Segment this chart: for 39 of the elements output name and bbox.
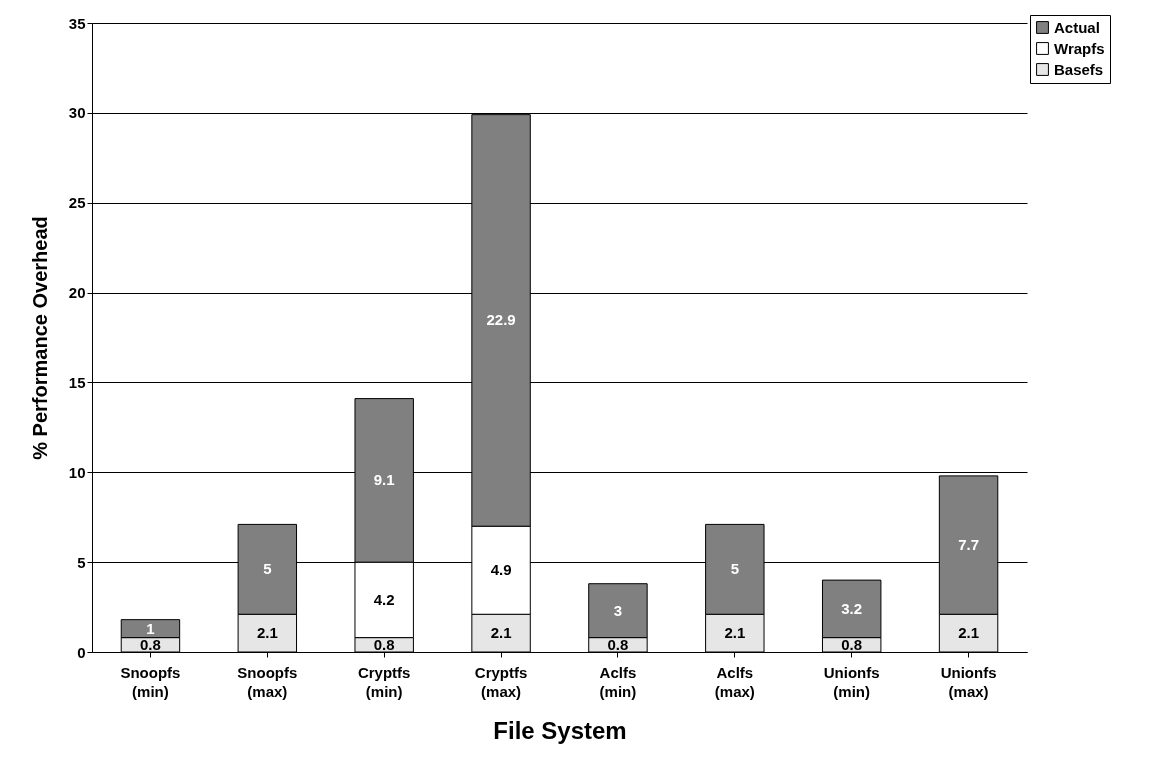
legend-label: Basefs [1054, 60, 1104, 78]
data-label: 2.1 [958, 624, 979, 642]
x-tick-label: Snoopfs (max) [237, 663, 298, 700]
data-label: 2.1 [724, 624, 746, 642]
x-tick-label: Cryptfs (min) [357, 663, 411, 700]
y-tick-label: 10 [68, 463, 86, 481]
y-axis-title: % Performance Overhead [28, 216, 51, 460]
data-label: 0.8 [607, 635, 629, 653]
x-tick-label: Aclfs (max) [714, 663, 755, 700]
data-label: 22.9 [486, 311, 516, 329]
y-tick-label: 5 [77, 553, 86, 571]
legend-label: Wrapfs [1054, 39, 1105, 57]
y-tick-label: 20 [68, 284, 86, 302]
legend-label: Actual [1054, 18, 1100, 36]
y-tick-label: 30 [68, 104, 86, 122]
x-axis-title: File System [493, 716, 627, 744]
x-tick-label: Aclfs (min) [599, 663, 637, 700]
data-label: 3.2 [841, 599, 863, 617]
data-label: 2.1 [256, 624, 278, 642]
data-label: 0.8 [373, 635, 395, 653]
y-tick-label: 0 [77, 643, 86, 661]
data-label: 9.1 [373, 471, 395, 489]
y-tick-label: 15 [68, 373, 86, 391]
data-label: 5 [263, 560, 272, 578]
y-tick-label: 25 [68, 194, 86, 212]
x-tick-label: Unionfs (min) [823, 663, 880, 700]
data-label: 7.7 [958, 536, 979, 554]
data-label: 4.9 [490, 561, 512, 579]
x-tick-label: Snoopfs (min) [120, 663, 181, 700]
data-label: 2.1 [490, 624, 512, 642]
data-label: 0.8 [140, 635, 161, 653]
y-tick-label: 35 [68, 14, 86, 32]
data-label: 0.8 [841, 635, 863, 653]
data-label: 5 [730, 560, 739, 578]
data-label: 3 [613, 601, 623, 619]
x-tick-label: Unionfs (max) [940, 663, 997, 700]
data-label: 4.2 [373, 590, 395, 608]
x-tick-label: Cryptfs (max) [474, 663, 528, 700]
data-label: 1 [146, 619, 155, 637]
